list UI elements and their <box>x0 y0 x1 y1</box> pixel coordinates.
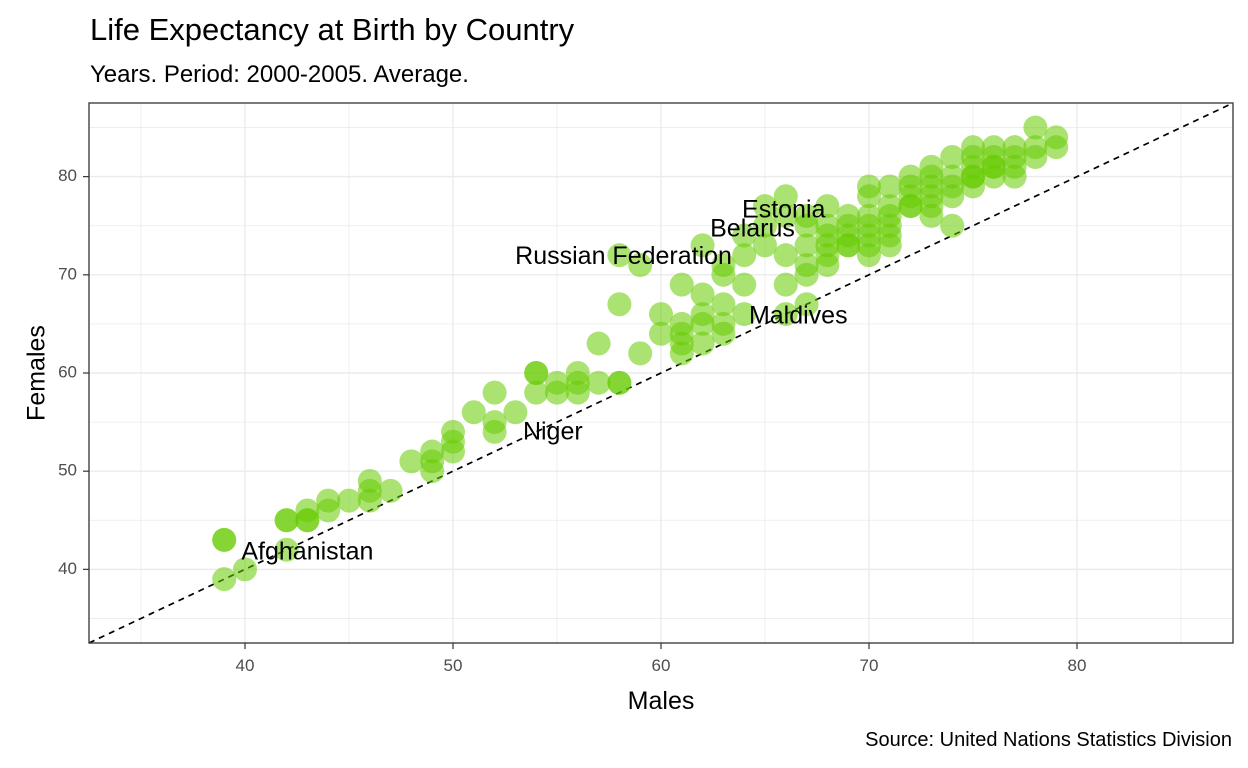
data-point <box>1023 145 1048 169</box>
data-point <box>586 331 611 356</box>
data-point <box>628 341 653 366</box>
data-point <box>233 557 257 582</box>
data-point <box>649 321 673 346</box>
data-point <box>274 508 299 533</box>
data-point <box>441 439 465 464</box>
point-label: Belarus <box>710 214 795 242</box>
data-point <box>565 380 590 405</box>
data-point <box>545 380 569 405</box>
data-point <box>857 184 881 209</box>
data-point <box>732 302 757 327</box>
x-tick-label: 50 <box>444 656 463 675</box>
data-point <box>690 282 715 307</box>
data-point <box>794 262 819 287</box>
x-axis-title: Males <box>628 687 695 715</box>
data-point <box>420 459 445 484</box>
data-point <box>940 213 965 238</box>
data-point <box>794 233 819 258</box>
data-point <box>524 380 549 405</box>
data-point <box>212 567 237 592</box>
data-point <box>981 154 1006 179</box>
data-point <box>482 419 507 444</box>
y-tick-label: 70 <box>58 264 77 283</box>
y-axis-title: Females <box>23 325 51 421</box>
point-label: Estonia <box>742 196 825 224</box>
chart-subtitle: Years. Period: 2000-2005. Average. <box>90 61 469 88</box>
data-point <box>773 203 798 228</box>
data-point <box>732 272 757 297</box>
x-axis-ticks: 40 50 60 70 80 <box>236 643 1087 675</box>
data-point <box>794 213 819 238</box>
data-point <box>316 498 341 523</box>
y-tick-label: 80 <box>58 166 77 185</box>
data-point <box>274 537 299 562</box>
data-points <box>212 115 1069 592</box>
data-point <box>773 243 798 268</box>
data-point <box>794 292 819 317</box>
data-point <box>690 311 715 336</box>
data-point <box>607 243 632 268</box>
data-point <box>295 508 320 533</box>
x-tick-label: 80 <box>1068 656 1087 675</box>
data-point <box>212 527 237 552</box>
chart-title: Life Expectancy at Birth by Country <box>90 12 575 47</box>
y-tick-label: 50 <box>58 461 77 480</box>
x-tick-label: 60 <box>652 656 671 675</box>
point-labels: Afghanistan Niger Maldives Russian Federati… <box>241 196 847 566</box>
data-point <box>357 488 382 513</box>
data-point <box>919 203 944 228</box>
data-point <box>669 341 694 366</box>
data-point <box>607 370 632 395</box>
data-point <box>711 292 736 317</box>
data-point <box>732 223 757 248</box>
y-tick-label: 40 <box>58 559 77 578</box>
data-point <box>482 380 507 405</box>
data-point <box>836 233 861 258</box>
data-point <box>753 194 777 219</box>
data-point <box>690 233 715 258</box>
data-point <box>461 400 486 425</box>
data-point <box>1023 115 1048 140</box>
data-point <box>669 272 694 297</box>
data-point <box>877 233 902 258</box>
y-axis-ticks: 40 50 60 70 80 <box>58 166 89 578</box>
data-point <box>857 243 881 268</box>
data-point <box>586 370 611 395</box>
data-point <box>753 213 777 238</box>
data-point <box>940 184 965 209</box>
data-point <box>503 400 528 425</box>
data-point <box>773 184 798 209</box>
point-label: Niger <box>523 418 583 446</box>
data-point <box>940 145 965 169</box>
data-point <box>1044 135 1069 160</box>
x-tick-label: 70 <box>860 656 879 675</box>
x-tick-label: 40 <box>236 656 255 675</box>
data-point <box>711 262 736 287</box>
data-point <box>524 361 549 385</box>
data-point <box>607 292 632 317</box>
point-label: Afghanistan <box>241 537 373 565</box>
data-point <box>690 331 715 356</box>
data-point <box>773 272 798 297</box>
y-tick-label: 60 <box>58 362 77 381</box>
point-label: Russian Federation <box>515 242 732 270</box>
data-point <box>628 253 653 277</box>
data-point <box>649 302 673 327</box>
data-point <box>753 233 777 258</box>
data-point <box>773 302 798 327</box>
data-point <box>898 194 923 219</box>
point-label: Maldives <box>749 302 848 330</box>
data-point <box>815 194 840 219</box>
data-point <box>961 164 985 189</box>
data-point <box>815 253 840 277</box>
data-point <box>399 449 424 474</box>
data-point <box>337 488 361 513</box>
data-point <box>877 174 902 199</box>
data-point <box>1002 164 1027 189</box>
data-point <box>711 321 736 346</box>
source-caption: Source: United Nations Statistics Divisi… <box>865 729 1232 751</box>
data-point <box>378 478 403 503</box>
data-point <box>732 243 757 268</box>
